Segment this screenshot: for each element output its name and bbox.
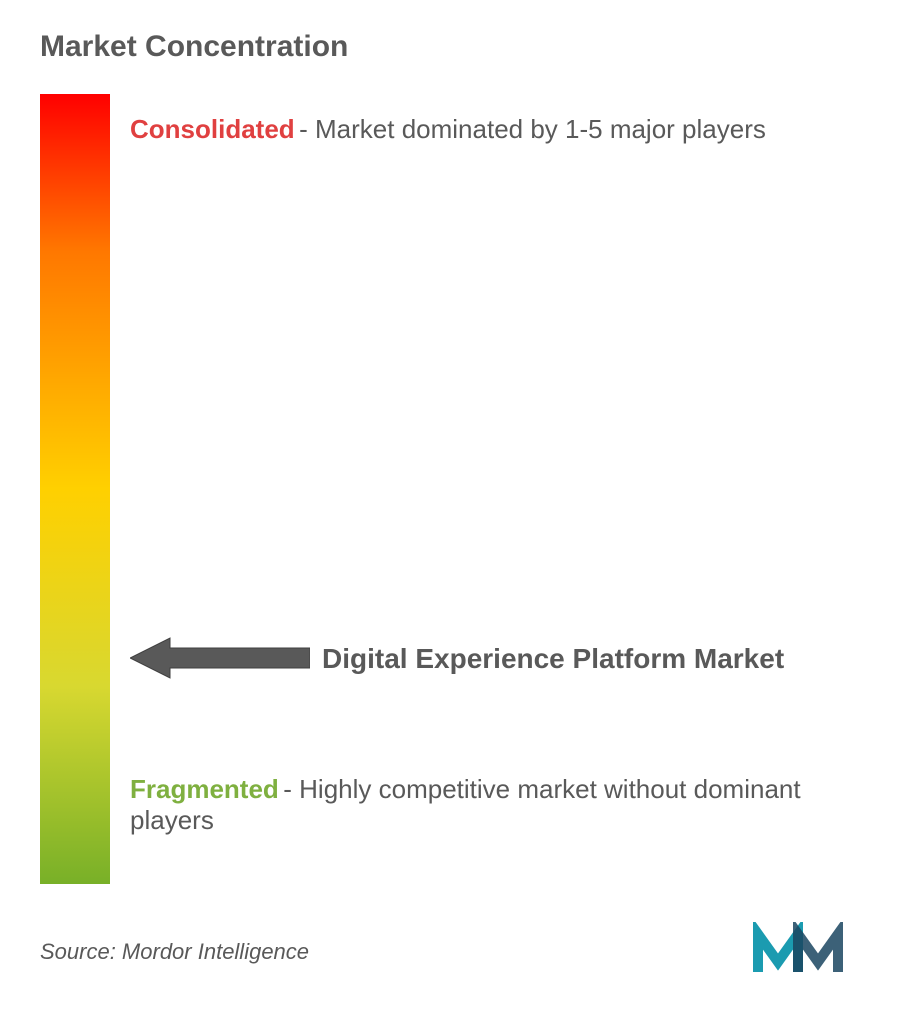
logo (753, 922, 863, 982)
market-name: Digital Experience Platform Market (322, 641, 784, 676)
fragmented-highlight: Fragmented (130, 774, 279, 804)
concentration-gradient-bar (40, 94, 110, 884)
logo-icon (753, 922, 863, 982)
fragmented-label: Fragmented - Highly competitive market w… (130, 774, 823, 836)
consolidated-description: - Market dominated by 1-5 major players (299, 114, 766, 144)
content-area: Consolidated - Market dominated by 1-5 m… (40, 94, 863, 884)
arrow-left-icon (130, 634, 310, 682)
consolidated-label: Consolidated - Market dominated by 1-5 m… (130, 114, 823, 145)
consolidated-highlight: Consolidated (130, 114, 295, 144)
market-marker: Digital Experience Platform Market (130, 634, 823, 682)
page-title: Market Concentration (40, 30, 863, 64)
source-text: Source: Mordor Intelligence (40, 939, 309, 965)
footer: Source: Mordor Intelligence (40, 922, 863, 982)
labels-column: Consolidated - Market dominated by 1-5 m… (130, 94, 863, 884)
